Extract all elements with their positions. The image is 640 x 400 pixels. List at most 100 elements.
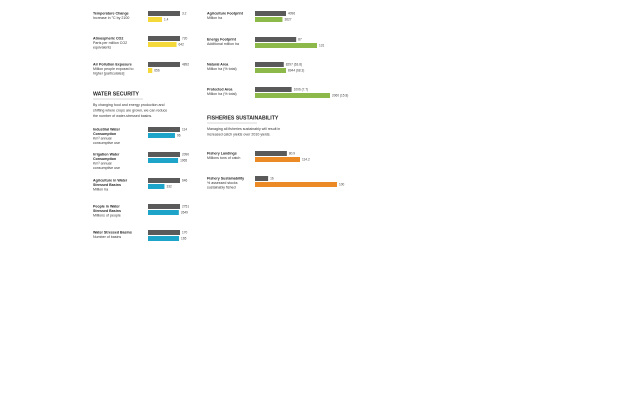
row-sublabel: Millions tons of catch [207, 156, 240, 160]
bar [255, 151, 287, 156]
row-sublabel: Parts per million CO2 [93, 41, 127, 45]
section-description: increased catch yields over 2010 yields. [207, 132, 271, 136]
value-label: 3627 [284, 17, 291, 21]
value-label: 114 [182, 127, 187, 131]
bar [148, 17, 162, 22]
bar [148, 133, 175, 138]
row-sublabel: Million ha [207, 16, 222, 20]
row-label: Protected Area [207, 87, 233, 91]
value-label: 1006 (7.7) [294, 87, 309, 91]
value-label: 1.4 [164, 17, 169, 21]
value-label: 96 [177, 133, 181, 137]
value-label: 2060 (15.8) [332, 93, 348, 97]
row-sublabel: Million ha (% total) [207, 92, 237, 96]
row-label: Air Pollution Exposure [93, 62, 132, 66]
bar [148, 204, 180, 209]
bar [255, 43, 317, 48]
row-label: Temperature Change [93, 11, 129, 15]
row-label: Consumption [93, 132, 116, 136]
bar [148, 36, 180, 41]
row-sublabel: consumptive use [93, 166, 120, 170]
row-label: Agriculture Footprint [207, 11, 244, 15]
section-description: Managing all fisheries sustainably will … [207, 127, 280, 131]
value-label: 8944 (68.3) [288, 68, 304, 72]
value-label: 165 [181, 236, 187, 240]
row-label: Stressed Basins [93, 183, 121, 187]
bar [255, 68, 286, 73]
value-label: 4096 [288, 11, 295, 15]
value-label: 80.9 [289, 151, 295, 155]
row-sublabel: Km³ annual [93, 162, 112, 166]
bar [148, 68, 153, 73]
value-label: 16 [270, 176, 274, 180]
bar [148, 178, 180, 183]
row-sublabel: Additional million ha [207, 42, 239, 46]
row-label: Irrigation Water [93, 152, 120, 156]
bar [148, 11, 180, 16]
row-sublabel: consumptive use [93, 141, 120, 145]
row-label: Energy Footprint [207, 37, 237, 41]
bar [255, 17, 283, 22]
value-label: 4892 [182, 62, 189, 66]
row-label: People in Water [93, 204, 120, 208]
bar [148, 210, 179, 215]
row-label: Agriculture in Water [93, 178, 128, 182]
row-sublabel: higher [particulates] [93, 71, 124, 75]
row-label: Atmospheric CO2 [93, 36, 123, 40]
section-title: FISHERIES SUSTAINABILITY [207, 115, 279, 121]
row-sublabel: Million ha [93, 188, 108, 192]
bar [148, 42, 177, 47]
row-sublabel: Million ha (% total) [207, 67, 237, 71]
row-label: Stressed Basins [93, 209, 121, 213]
bar [148, 184, 165, 189]
section-title: WATER SECURITY [93, 91, 140, 97]
row-sublabel: Increase in °C by 2100 [93, 16, 129, 20]
row-label: Fishery Sustainability [207, 176, 244, 180]
row-sublabel: Million people exposed to [93, 67, 134, 71]
value-label: 2751 [182, 204, 189, 208]
bar [148, 62, 180, 67]
bar [148, 127, 180, 132]
section-description: By changing food and energy production a… [93, 103, 165, 107]
value-label: 720 [182, 36, 188, 40]
value-label: 131 [319, 43, 325, 47]
bar [255, 62, 284, 67]
bar [255, 157, 300, 162]
bar [255, 176, 269, 181]
bar [148, 152, 180, 157]
bar [148, 230, 180, 235]
row-sublabel: Millions of people [93, 214, 121, 218]
value-label: 2090 [182, 152, 189, 156]
value-label: 642 [179, 42, 185, 46]
bar [255, 37, 297, 42]
value-label: 2649 [181, 210, 188, 214]
row-label: Consumption [93, 157, 116, 161]
row-label: Fishery Landings [207, 151, 237, 155]
row-sublabel: equivalents [93, 45, 111, 49]
bar [255, 93, 330, 98]
value-label: 87 [298, 37, 302, 41]
row-label: Water Stressed Basins [93, 230, 132, 234]
value-label: 1965 [180, 158, 187, 162]
bar [148, 158, 179, 163]
bar [255, 87, 292, 92]
row-label: Natural Area [207, 62, 229, 66]
section-description: the number of water-stressed basins. [93, 114, 152, 118]
row-sublabel: Number of basins [93, 235, 121, 239]
value-label: 8297 (63.8) [286, 62, 302, 66]
value-label: 332 [166, 184, 172, 188]
bar [148, 236, 180, 241]
value-label: 3.2 [182, 11, 187, 15]
section-description: shifting where crops are grown, we can r… [93, 108, 167, 112]
value-label: 100 [339, 182, 345, 186]
row-sublabel: Km³ annual [93, 137, 112, 141]
row-sublabel: sustainably fished [207, 185, 236, 189]
value-label: 656 [154, 68, 160, 72]
value-label: 646 [182, 178, 188, 182]
row-sublabel: % assessed stocks [207, 181, 238, 185]
bar [255, 11, 286, 16]
row-label: Industrial Water [93, 127, 121, 131]
bar [255, 182, 337, 187]
value-label: 170 [182, 230, 188, 234]
